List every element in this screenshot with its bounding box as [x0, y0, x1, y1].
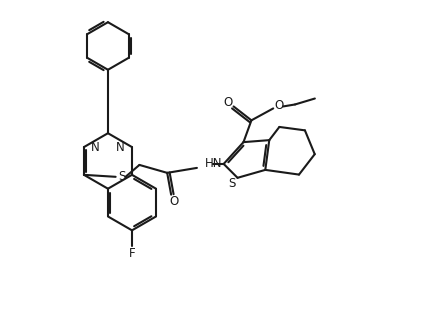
Text: O: O	[169, 195, 179, 208]
Text: N: N	[116, 141, 125, 154]
Text: F: F	[129, 247, 135, 260]
Text: N: N	[91, 141, 100, 154]
Text: S: S	[228, 177, 235, 190]
Text: HN: HN	[205, 157, 222, 171]
Text: O: O	[275, 99, 284, 112]
Text: S: S	[118, 170, 125, 183]
Text: O: O	[223, 96, 232, 109]
